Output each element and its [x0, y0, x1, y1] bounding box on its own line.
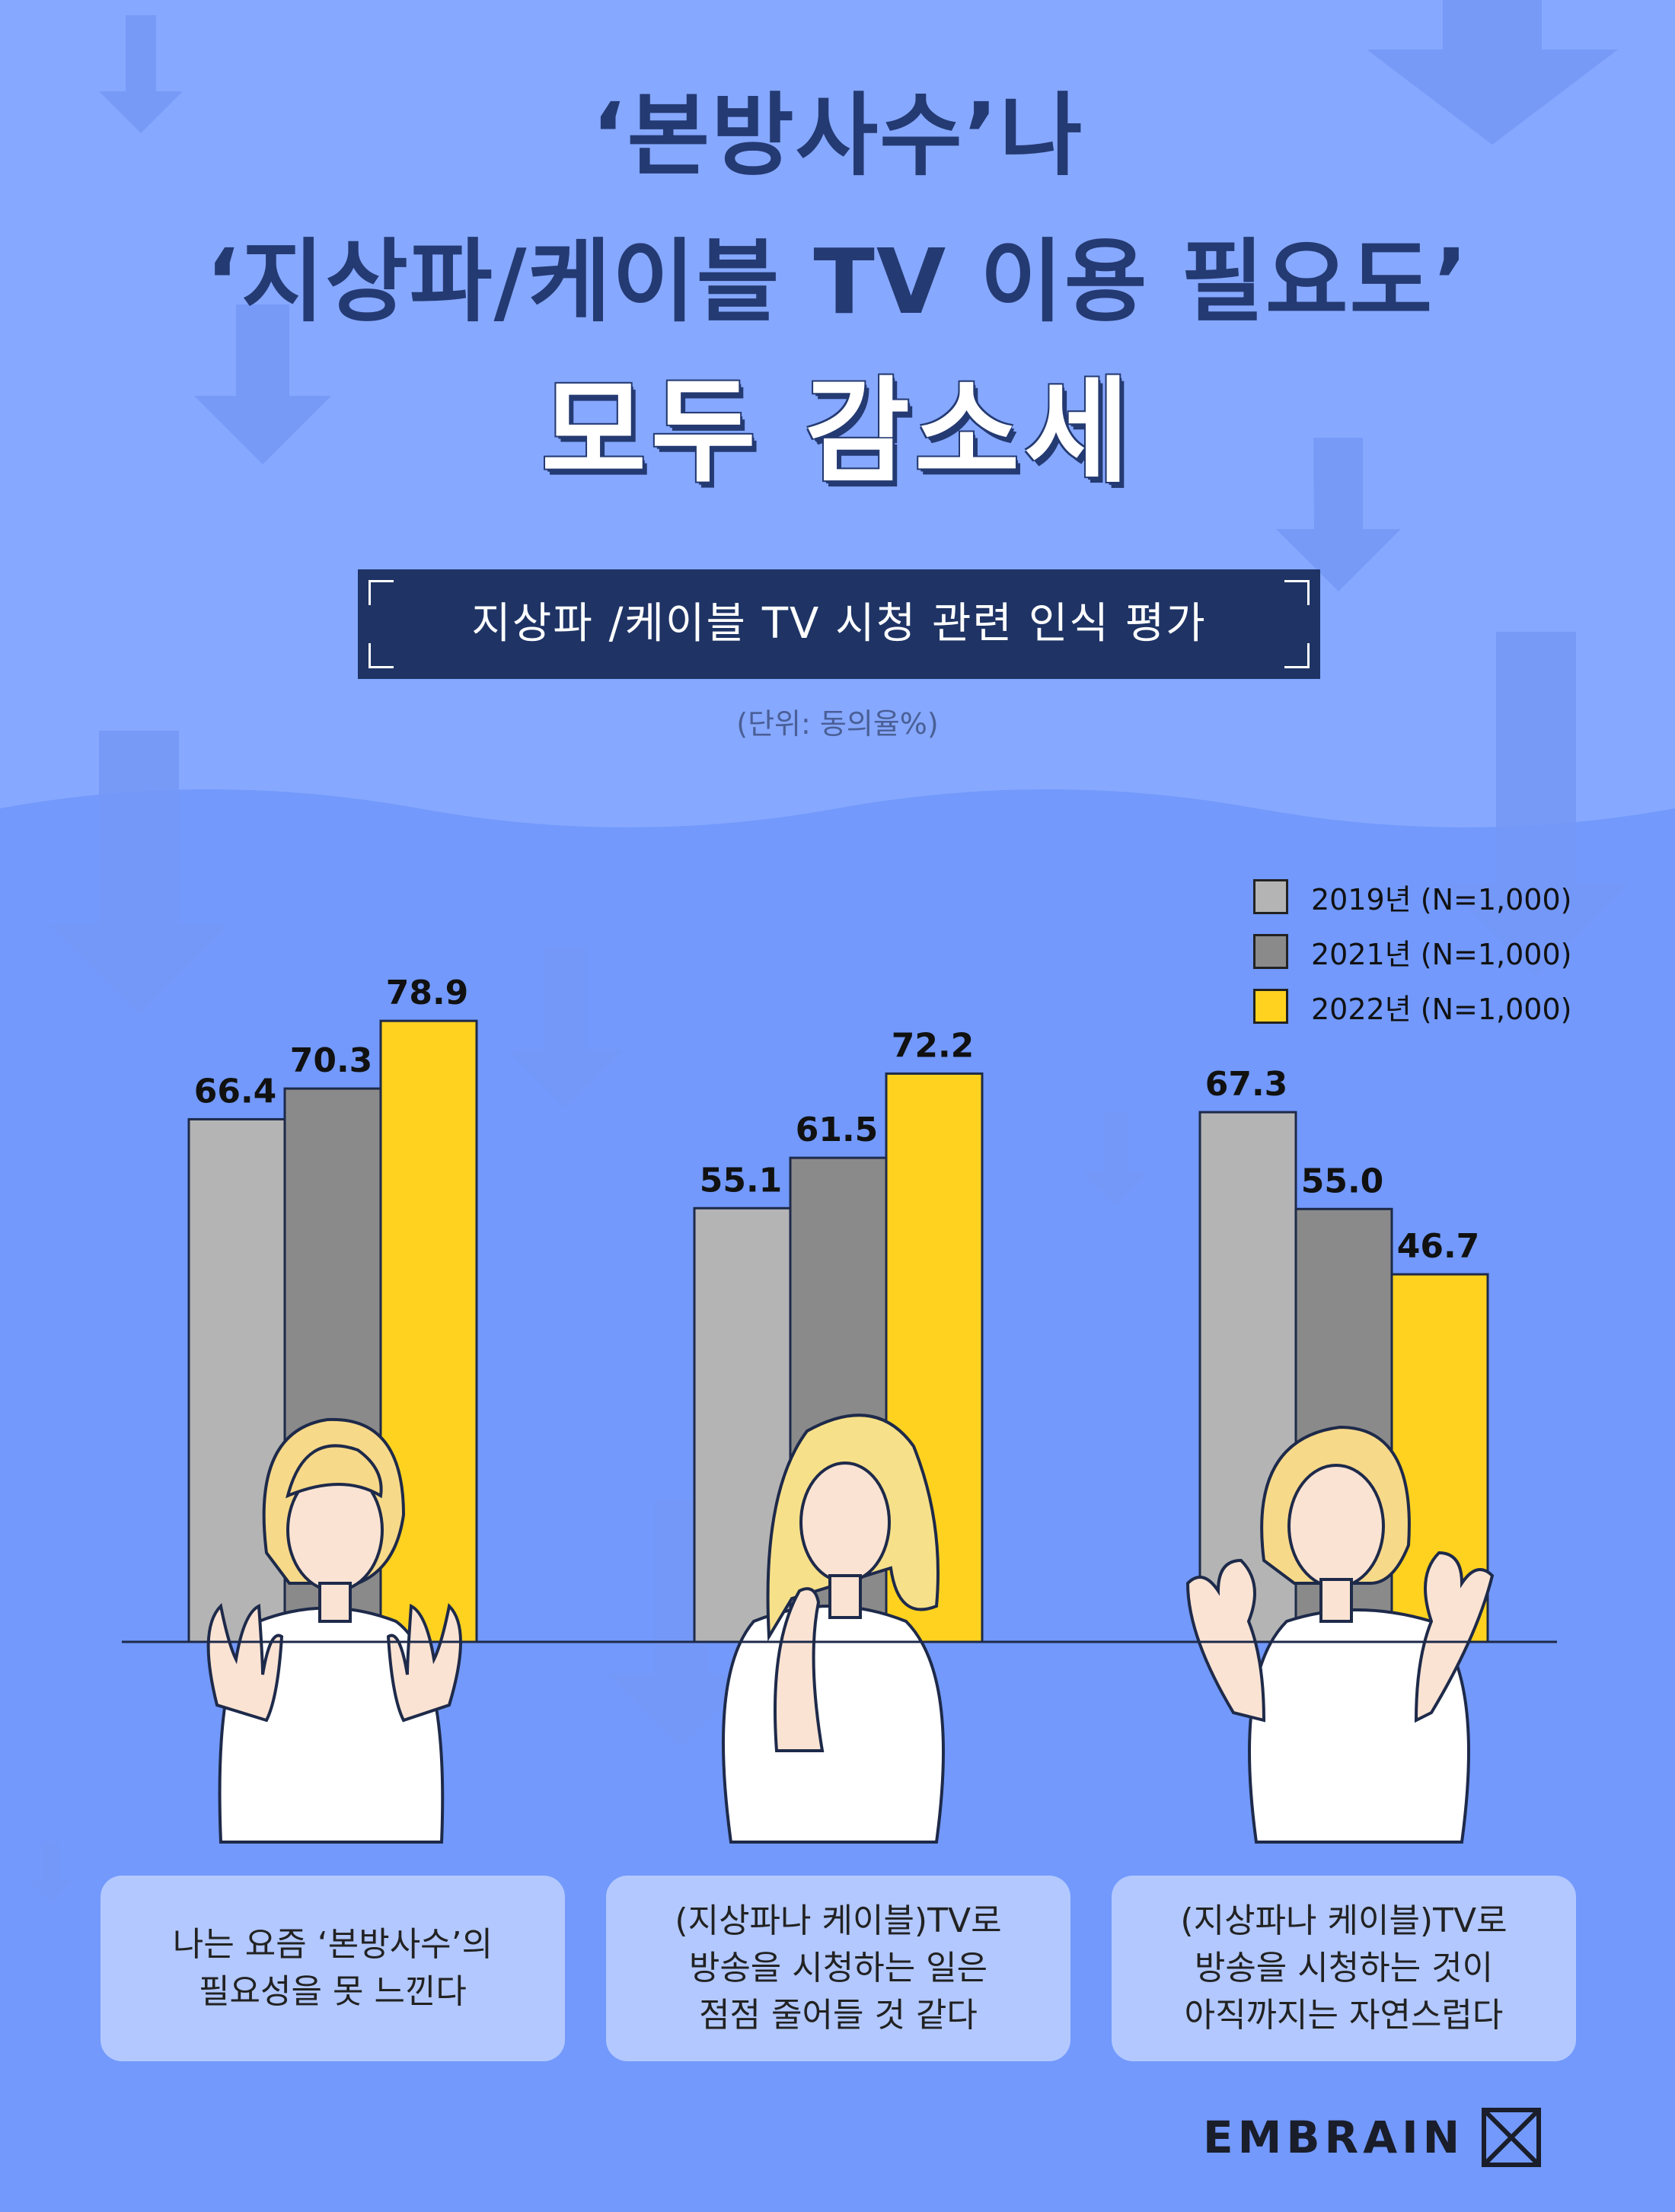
caption-line: 점점 줄어들 것 같다: [699, 1996, 978, 2035]
data-label-2021-group-2: 61.5: [796, 1111, 879, 1149]
woman-rejecting-illustration: [206, 1417, 462, 1844]
data-label-2022-group-3: 46.7: [1397, 1227, 1480, 1266]
bracket-corner-icon: [368, 580, 394, 605]
bar-2019-group-1: [187, 1117, 286, 1643]
legend-item-2019: 2019년 (N=1,000): [1253, 869, 1571, 924]
data-label-2021-group-3: 55.0: [1301, 1162, 1384, 1200]
illustrations: [206, 1414, 1495, 1844]
data-label-2021-group-1: 70.3: [290, 1041, 373, 1080]
decorative-arrows: [28, 0, 1629, 1902]
legend-item-2022: 2022년 (N=1,000): [1253, 979, 1571, 1034]
bracket-corner-icon: [1284, 643, 1310, 668]
caption-line: 나는 요즘 ‘본방사수’의: [172, 1925, 493, 1964]
title-line-3: 모두 감소세: [541, 366, 1134, 499]
caption-card-3: (지상파나 케이블)TV로 방송을 시청하는 것이 아직까지는 자연스럽다: [1112, 1876, 1576, 2061]
data-label-2019-group-1: 66.4: [194, 1072, 277, 1111]
caption-line: 필요성을 못 느낀다: [199, 1972, 467, 2011]
caption-line: 방송을 시청하는 일은: [688, 1949, 988, 1987]
data-label-2019-group-2: 55.1: [700, 1161, 783, 1200]
data-label-2022-group-2: 72.2: [892, 1026, 975, 1065]
caption-line: 아직까지는 자연스럽다: [1184, 1996, 1504, 2035]
subtitle-banner: 지상파 /케이블 TV 시청 관련 인식 평가: [358, 569, 1320, 679]
bracket-corner-icon: [1284, 580, 1310, 605]
legend-label-2022: 2022년 (N=1,000): [1311, 992, 1572, 1026]
data-label-2022-group-1: 78.9: [386, 974, 469, 1012]
woman-thinking-illustration: [722, 1414, 945, 1844]
legend-label-2021: 2021년 (N=1,000): [1311, 937, 1572, 971]
title-line-1: ‘본방사수’나: [591, 83, 1084, 188]
data-label-2019-group-3: 67.3: [1205, 1065, 1288, 1104]
chart-legend: 2019년 (N=1,000) 2021년 (N=1,000) 2022년 (N…: [1253, 869, 1571, 1034]
caption-line: (지상파나 케이블)TV로: [1180, 1901, 1508, 1940]
legend-swatch-2021: [1253, 934, 1288, 969]
caption-card-2: (지상파나 케이블)TV로 방송을 시청하는 일은 점점 줄어들 것 같다: [606, 1876, 1070, 2061]
bracket-corner-icon: [368, 643, 394, 668]
legend-label-2019: 2019년 (N=1,000): [1311, 882, 1572, 916]
woman-ok-sign-illustration: [1185, 1425, 1495, 1844]
subtitle-text: 지상파 /케이블 TV 시청 관련 인식 평가: [471, 599, 1207, 649]
brand-name: EMBRAIN: [1203, 2112, 1465, 2163]
caption-line: 방송을 시청하는 것이: [1194, 1949, 1494, 1987]
caption-card-1: 나는 요즘 ‘본방사수’의 필요성을 못 느낀다: [100, 1876, 565, 2061]
legend-swatch-2022: [1253, 989, 1288, 1024]
caption-line: (지상파나 케이블)TV로: [675, 1901, 1002, 1940]
brand-logo: EMBRAIN: [1203, 2107, 1542, 2168]
legend-item-2021: 2021년 (N=1,000): [1253, 924, 1571, 979]
title-line-2: ‘지상파/케이블 TV 이용 필요도’: [206, 229, 1469, 334]
legend-swatch-2019: [1253, 879, 1288, 914]
embrain-logo-icon: [1482, 2108, 1542, 2167]
unit-label: (단위: 동의율%): [736, 707, 939, 741]
